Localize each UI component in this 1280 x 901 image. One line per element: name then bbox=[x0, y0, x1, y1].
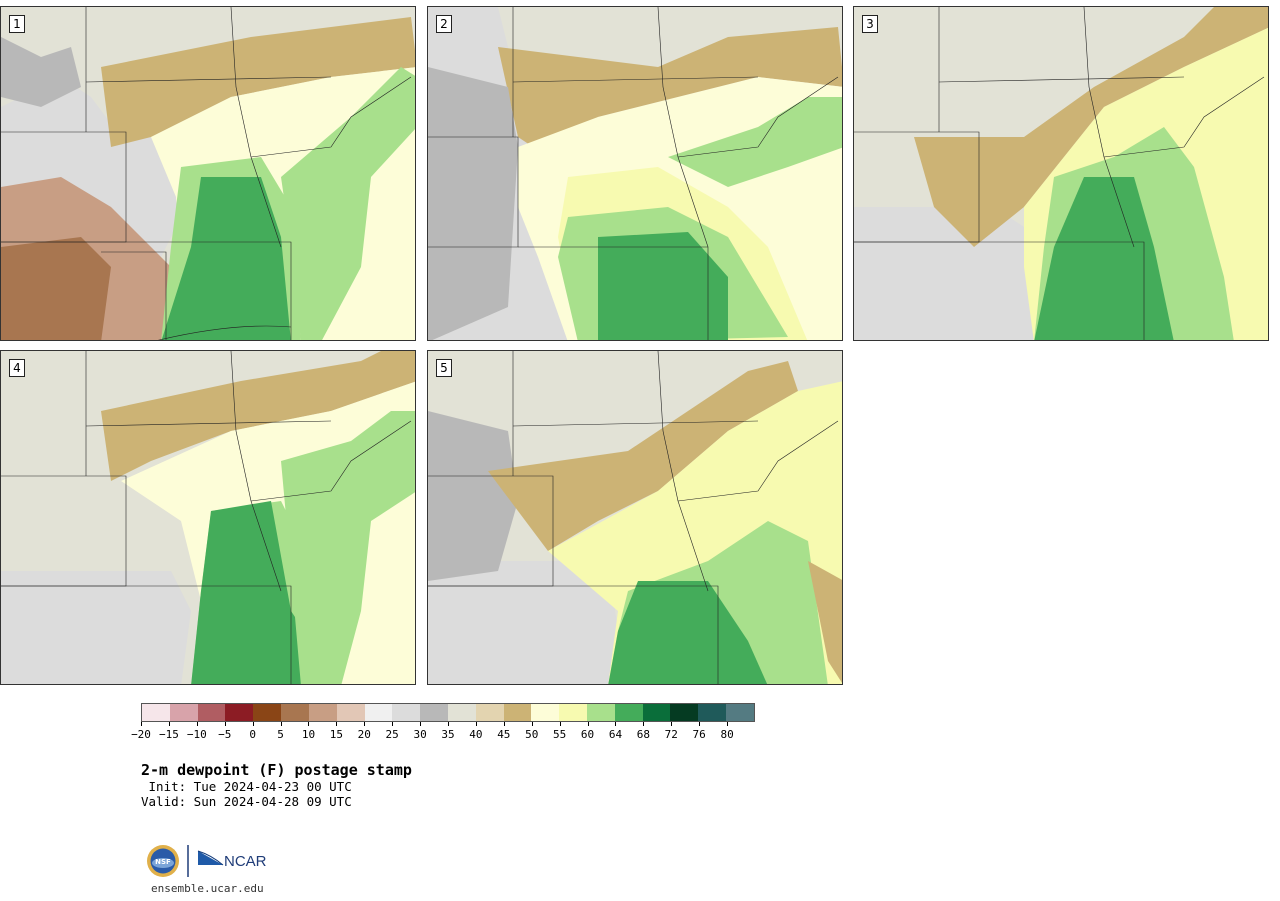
colorbar-tick bbox=[475, 722, 477, 726]
colorbar-tick-label: 50 bbox=[525, 728, 539, 741]
colorbar-swatch bbox=[642, 704, 671, 721]
colorbar-swatch bbox=[308, 704, 337, 721]
colorbar-swatch bbox=[559, 704, 587, 721]
colorbar-swatch bbox=[420, 704, 448, 721]
colorbar-swatch bbox=[142, 704, 170, 721]
colorbar-swatch bbox=[281, 704, 309, 721]
colorbar-tick-label: −15 bbox=[158, 728, 179, 741]
colorbar-swatch bbox=[336, 704, 365, 721]
colorbar-tick bbox=[727, 722, 729, 726]
member-number-label: 5 bbox=[436, 359, 452, 377]
colorbar-tick bbox=[531, 722, 533, 726]
nsf-ncar-logos: NSF NCAR bbox=[145, 843, 275, 879]
dewpoint-map bbox=[428, 7, 842, 340]
colorbar-swatch bbox=[197, 704, 226, 721]
colorbar-swatch bbox=[698, 704, 727, 721]
ncar-logo-text: NCAR bbox=[224, 853, 267, 870]
colorbar-tick bbox=[364, 722, 366, 726]
member-number-label: 2 bbox=[436, 15, 452, 33]
colorbar-swatch bbox=[614, 704, 643, 721]
colorbar-tick bbox=[503, 722, 505, 726]
colorbar-swatch bbox=[726, 704, 754, 721]
ensemble-member-map-1: 1 bbox=[0, 6, 416, 341]
colorbar-swatch bbox=[447, 704, 476, 721]
colorbar-tick bbox=[336, 722, 338, 726]
colorbar-tick bbox=[224, 722, 226, 726]
colorbar-tick bbox=[141, 722, 142, 726]
colorbar-tick-label: 40 bbox=[469, 728, 483, 741]
colorbar-tick bbox=[420, 722, 422, 726]
colorbar-tick-label: 68 bbox=[636, 728, 650, 741]
ensemble-member-map-3: 3 bbox=[853, 6, 1269, 341]
colorbar-tick-label: 60 bbox=[580, 728, 595, 741]
colorbar-tick bbox=[643, 722, 645, 726]
ensemble-member-map-5: 5 bbox=[427, 350, 843, 685]
member-number-label: 4 bbox=[9, 359, 25, 377]
colorbar-tick-label: 10 bbox=[301, 728, 316, 741]
colorbar-tick-label: 72 bbox=[664, 728, 678, 741]
colorbar-tick-label: −20 bbox=[131, 728, 151, 741]
colorbar-tick-label: −5 bbox=[218, 728, 232, 741]
dewpoint-colorbar bbox=[141, 703, 755, 722]
colorbar-tick-label: 55 bbox=[553, 728, 567, 741]
colorbar-tick-label: 64 bbox=[608, 728, 623, 741]
ensemble-member-map-2: 2 bbox=[427, 6, 843, 341]
colorbar-tick-label: 80 bbox=[720, 728, 734, 741]
colorbar-tick-label: 35 bbox=[441, 728, 455, 741]
colorbar-swatch bbox=[475, 704, 504, 721]
colorbar-swatch bbox=[392, 704, 421, 721]
colorbar-tick bbox=[168, 722, 170, 726]
nsf-logo-icon: NSF bbox=[147, 845, 179, 877]
colorbar-tick-label: 76 bbox=[692, 728, 706, 741]
colorbar-tick bbox=[699, 722, 701, 726]
colorbar-tick-label: 45 bbox=[497, 728, 511, 741]
colorbar-swatch bbox=[253, 704, 282, 721]
colorbar-tick bbox=[252, 722, 254, 726]
colorbar-swatch bbox=[503, 704, 532, 721]
colorbar-tick-label: −10 bbox=[186, 728, 207, 741]
colorbar-tick-labels: −20 −15 −10 −5 0 5 10 15 20 25 30 35 40 45 50 55 60 64 68 7… bbox=[131, 722, 755, 742]
colorbar-swatch bbox=[587, 704, 615, 721]
colorbar-tick-label: 30 bbox=[413, 728, 427, 741]
colorbar-swatch bbox=[670, 704, 699, 721]
dewpoint-map bbox=[1, 7, 415, 340]
colorbar-tick bbox=[196, 722, 198, 726]
dewpoint-map bbox=[428, 351, 842, 684]
colorbar-swatch bbox=[225, 704, 254, 721]
colorbar-swatch bbox=[531, 704, 560, 721]
map-title: 2-m dewpoint (F) postage stamp bbox=[141, 761, 412, 779]
colorbar-tick bbox=[587, 722, 589, 726]
colorbar-swatch bbox=[169, 704, 198, 721]
member-number-label: 3 bbox=[862, 15, 878, 33]
colorbar-swatch bbox=[364, 704, 393, 721]
colorbar-tick-label: 20 bbox=[357, 728, 371, 741]
ensemble-member-map-4: 4 bbox=[0, 350, 416, 685]
colorbar-tick bbox=[671, 722, 673, 726]
colorbar-tick-label: 25 bbox=[385, 728, 399, 741]
dewpoint-map bbox=[854, 7, 1268, 340]
colorbar-tick bbox=[308, 722, 310, 726]
colorbar-tick bbox=[559, 722, 561, 726]
colorbar-tick-label: 15 bbox=[329, 728, 343, 741]
dewpoint-map bbox=[1, 351, 415, 684]
colorbar-tick-label: 0 bbox=[249, 728, 256, 741]
colorbar-tick bbox=[615, 722, 617, 726]
member-number-label: 1 bbox=[9, 15, 25, 33]
colorbar-tick bbox=[392, 722, 394, 726]
colorbar-tick bbox=[280, 722, 282, 726]
valid-time-label: Valid: Sun 2024-04-28 09 UTC bbox=[141, 794, 352, 809]
colorbar-tick-label: 5 bbox=[277, 728, 284, 741]
ncar-logo-icon: NCAR bbox=[197, 850, 267, 870]
nsf-logo-text: NSF bbox=[155, 858, 171, 866]
colorbar-tick bbox=[448, 722, 449, 726]
init-time-label: Init: Tue 2024-04-23 00 UTC bbox=[141, 779, 352, 794]
site-url: ensemble.ucar.edu bbox=[151, 882, 264, 895]
